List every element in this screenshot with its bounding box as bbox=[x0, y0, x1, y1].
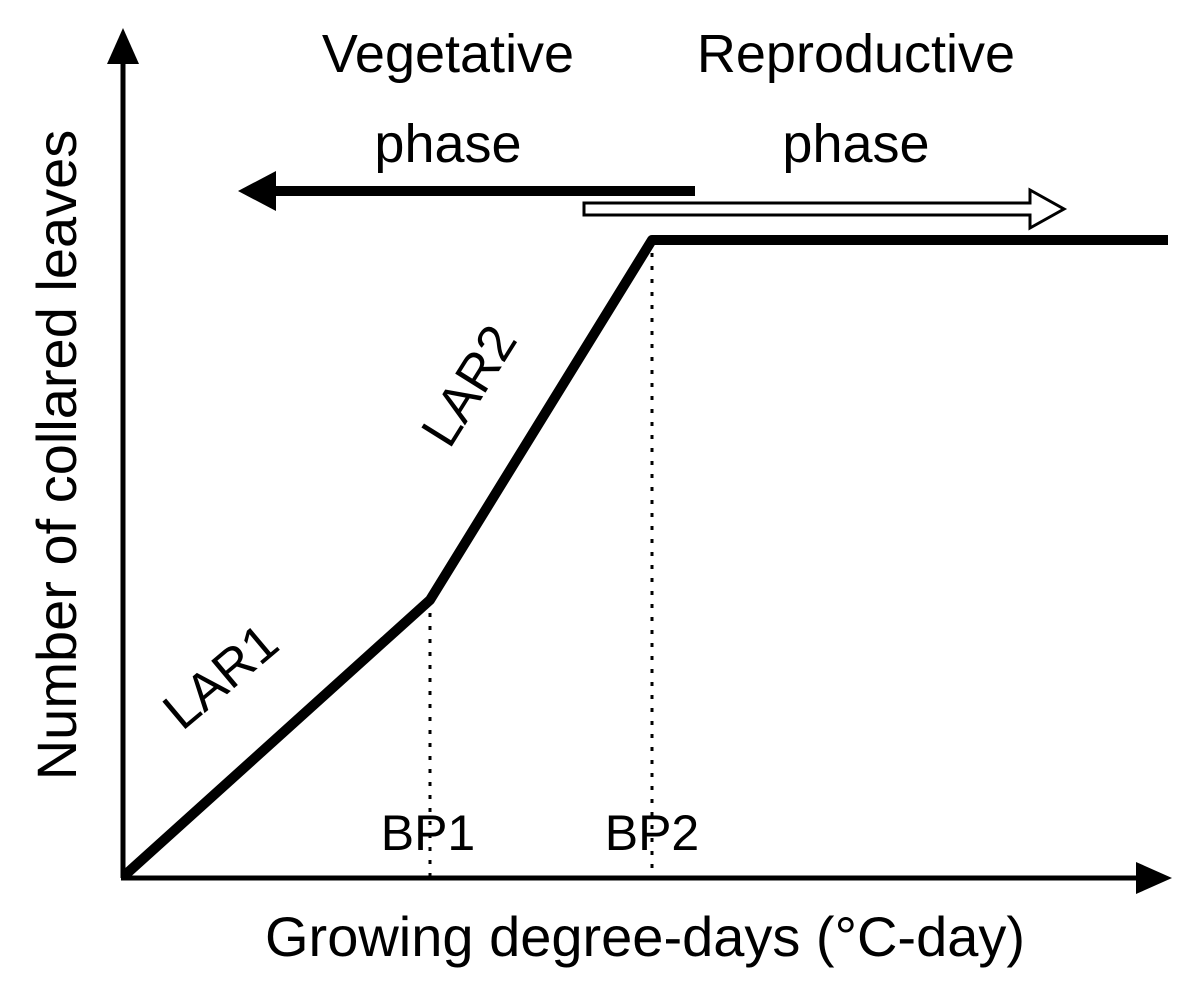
vegetative-arrow-head-icon bbox=[238, 171, 276, 211]
reproductive-phase-label-line2: phase bbox=[782, 114, 929, 174]
vegetative-phase-label-line2: phase bbox=[374, 114, 521, 174]
x-axis bbox=[121, 862, 1172, 894]
y-axis-arrow-icon bbox=[107, 28, 139, 64]
y-axis-title: Number of collared leaves bbox=[25, 130, 88, 781]
reproductive-phase-arrow bbox=[582, 187, 1068, 231]
x-axis-arrow-icon bbox=[1136, 862, 1172, 894]
bp1-label: BP1 bbox=[381, 805, 476, 861]
leaf-appearance-curve bbox=[120, 235, 1168, 880]
vegetative-phase-label-line1: Vegetative bbox=[322, 24, 574, 84]
x-axis-title: Growing degree-days (°C-day) bbox=[265, 905, 1025, 968]
lar2-label: LAR2 bbox=[411, 315, 529, 456]
vegetative-phase-arrow bbox=[238, 171, 695, 211]
lar1-label: LAR1 bbox=[153, 613, 290, 741]
y-axis bbox=[107, 28, 139, 878]
reproductive-phase-label-line1: Reproductive bbox=[697, 24, 1015, 84]
bp2-label: BP2 bbox=[605, 805, 700, 861]
reproductive-arrow-outline-icon bbox=[582, 187, 1068, 231]
